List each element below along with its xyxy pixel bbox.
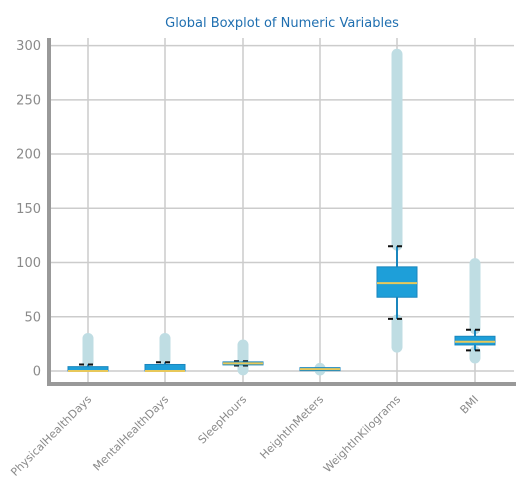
- x-tick-label: WeightInKilograms: [321, 393, 403, 475]
- y-tick-label: 50: [24, 310, 41, 325]
- box-HeightInMeters: [299, 362, 341, 376]
- box-iqr: [454, 335, 496, 346]
- x-tick-label: MentalHealthDays: [91, 393, 172, 474]
- x-tick-label: HeightInMeters: [257, 393, 326, 462]
- y-tick-label: 250: [16, 93, 41, 108]
- x-tick-label: SleepHours: [196, 393, 250, 447]
- y-tick-label: 200: [16, 148, 41, 163]
- y-tick-labels: 0 50 100 150 200 250 300: [16, 39, 41, 379]
- y-tick-label: 300: [16, 39, 41, 54]
- box-PhysicalHealthDays: [67, 332, 109, 372]
- chart-title: Global Boxplot of Numeric Variables: [165, 16, 399, 31]
- box-MentalHealthDays: [144, 332, 186, 372]
- y-tick-label: 0: [33, 364, 41, 379]
- boxes: [67, 48, 496, 376]
- box-iqr: [376, 266, 418, 298]
- axes: [47, 38, 516, 386]
- box-BMI: [454, 258, 496, 364]
- x-tick-label: BMI: [458, 393, 482, 417]
- box-WeightInKilograms: [376, 48, 418, 353]
- x-tick-label: PhysicalHealthDays: [8, 393, 94, 479]
- y-tick-label: 150: [16, 202, 41, 217]
- y-tick-label: 100: [16, 256, 41, 271]
- grid: [49, 38, 514, 384]
- box-SleepHours: [222, 339, 264, 376]
